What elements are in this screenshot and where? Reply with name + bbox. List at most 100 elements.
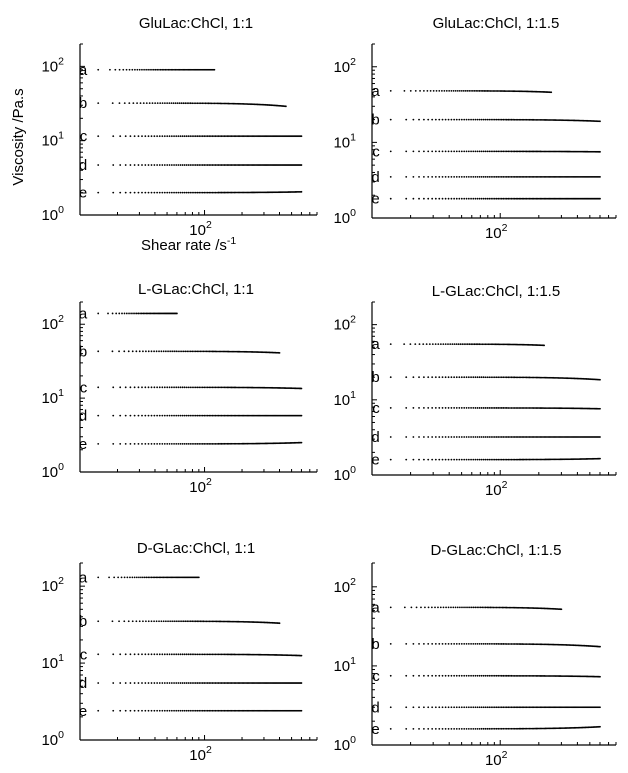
data-point bbox=[488, 150, 491, 153]
data-point bbox=[599, 378, 601, 381]
data-point bbox=[532, 197, 535, 200]
x-tick-exponent: 2 bbox=[206, 476, 212, 488]
data-point bbox=[133, 414, 136, 417]
data-point bbox=[529, 150, 532, 153]
data-point bbox=[455, 150, 458, 153]
data-point bbox=[467, 706, 470, 709]
data-point bbox=[509, 175, 511, 178]
data-point bbox=[441, 175, 444, 178]
data-point bbox=[507, 727, 510, 730]
data-point bbox=[232, 386, 234, 389]
data-point bbox=[548, 706, 551, 709]
data-point bbox=[497, 118, 500, 121]
data-point bbox=[246, 414, 249, 417]
data-point bbox=[231, 620, 234, 623]
data-point bbox=[230, 350, 233, 353]
data-point bbox=[488, 407, 491, 409]
data-point bbox=[97, 709, 100, 712]
data-point bbox=[543, 407, 546, 409]
data-point bbox=[524, 674, 527, 677]
data-point bbox=[422, 642, 425, 645]
data-point bbox=[511, 90, 514, 93]
data-point bbox=[534, 675, 536, 677]
data-point bbox=[546, 706, 548, 709]
data-point bbox=[117, 576, 120, 579]
data-point bbox=[457, 343, 460, 346]
data-point bbox=[409, 89, 412, 92]
data-point bbox=[488, 643, 491, 645]
data-point bbox=[527, 197, 529, 200]
data-point bbox=[178, 102, 181, 105]
data-point bbox=[544, 197, 547, 200]
data-point bbox=[225, 135, 227, 138]
data-point bbox=[502, 175, 505, 178]
data-point bbox=[153, 682, 156, 684]
data-point bbox=[227, 442, 230, 445]
data-point bbox=[502, 118, 505, 121]
data-point bbox=[153, 164, 156, 166]
data-point bbox=[194, 135, 197, 138]
data-point bbox=[542, 407, 544, 409]
data-point bbox=[552, 436, 555, 438]
data-point bbox=[112, 709, 115, 712]
data-point bbox=[472, 175, 475, 178]
data-point bbox=[536, 376, 539, 379]
data-point bbox=[201, 102, 204, 105]
data-point bbox=[456, 89, 459, 92]
data-point bbox=[208, 620, 211, 623]
data-point bbox=[458, 727, 461, 730]
data-point bbox=[138, 68, 141, 71]
data-point bbox=[153, 135, 156, 138]
data-point bbox=[213, 164, 215, 166]
data-point bbox=[170, 576, 173, 579]
data-point bbox=[242, 709, 245, 712]
data-point bbox=[538, 197, 540, 200]
data-point bbox=[133, 386, 136, 389]
data-point bbox=[219, 414, 221, 417]
data-point bbox=[97, 135, 100, 138]
data-point bbox=[183, 68, 186, 71]
data-point bbox=[551, 458, 553, 461]
data-point bbox=[124, 414, 127, 417]
data-point bbox=[412, 376, 415, 379]
data-point bbox=[465, 727, 468, 730]
data-point bbox=[249, 135, 251, 138]
data-point bbox=[189, 709, 192, 712]
data-point bbox=[599, 150, 601, 153]
data-point bbox=[119, 191, 122, 194]
data-point bbox=[529, 407, 532, 409]
data-point bbox=[498, 606, 501, 609]
data-point bbox=[217, 709, 220, 712]
data-point bbox=[422, 458, 425, 461]
data-point bbox=[544, 407, 547, 409]
data-point bbox=[426, 89, 429, 92]
data-point bbox=[492, 150, 494, 153]
data-point bbox=[497, 458, 500, 461]
data-point bbox=[534, 150, 536, 153]
data-point bbox=[500, 606, 502, 609]
data-point bbox=[204, 102, 207, 105]
data-point bbox=[476, 606, 479, 609]
data-point bbox=[531, 643, 534, 646]
data-point bbox=[529, 436, 532, 438]
data-point bbox=[547, 197, 550, 200]
data-point bbox=[144, 682, 147, 684]
data-point bbox=[169, 350, 172, 353]
data-point bbox=[189, 653, 192, 656]
data-point bbox=[181, 682, 184, 684]
data-point bbox=[205, 350, 208, 353]
data-point bbox=[502, 150, 505, 153]
y-tick-label: 101 bbox=[333, 389, 356, 409]
x-tick-base: 10 bbox=[485, 752, 502, 769]
data-point bbox=[447, 458, 450, 461]
data-point bbox=[521, 436, 524, 438]
data-point bbox=[216, 102, 219, 105]
data-point bbox=[418, 727, 420, 730]
data-point bbox=[250, 164, 253, 166]
data-point bbox=[233, 653, 236, 656]
series-c bbox=[389, 407, 601, 410]
data-point bbox=[473, 90, 476, 92]
data-point bbox=[236, 135, 238, 138]
data-point bbox=[482, 674, 485, 677]
